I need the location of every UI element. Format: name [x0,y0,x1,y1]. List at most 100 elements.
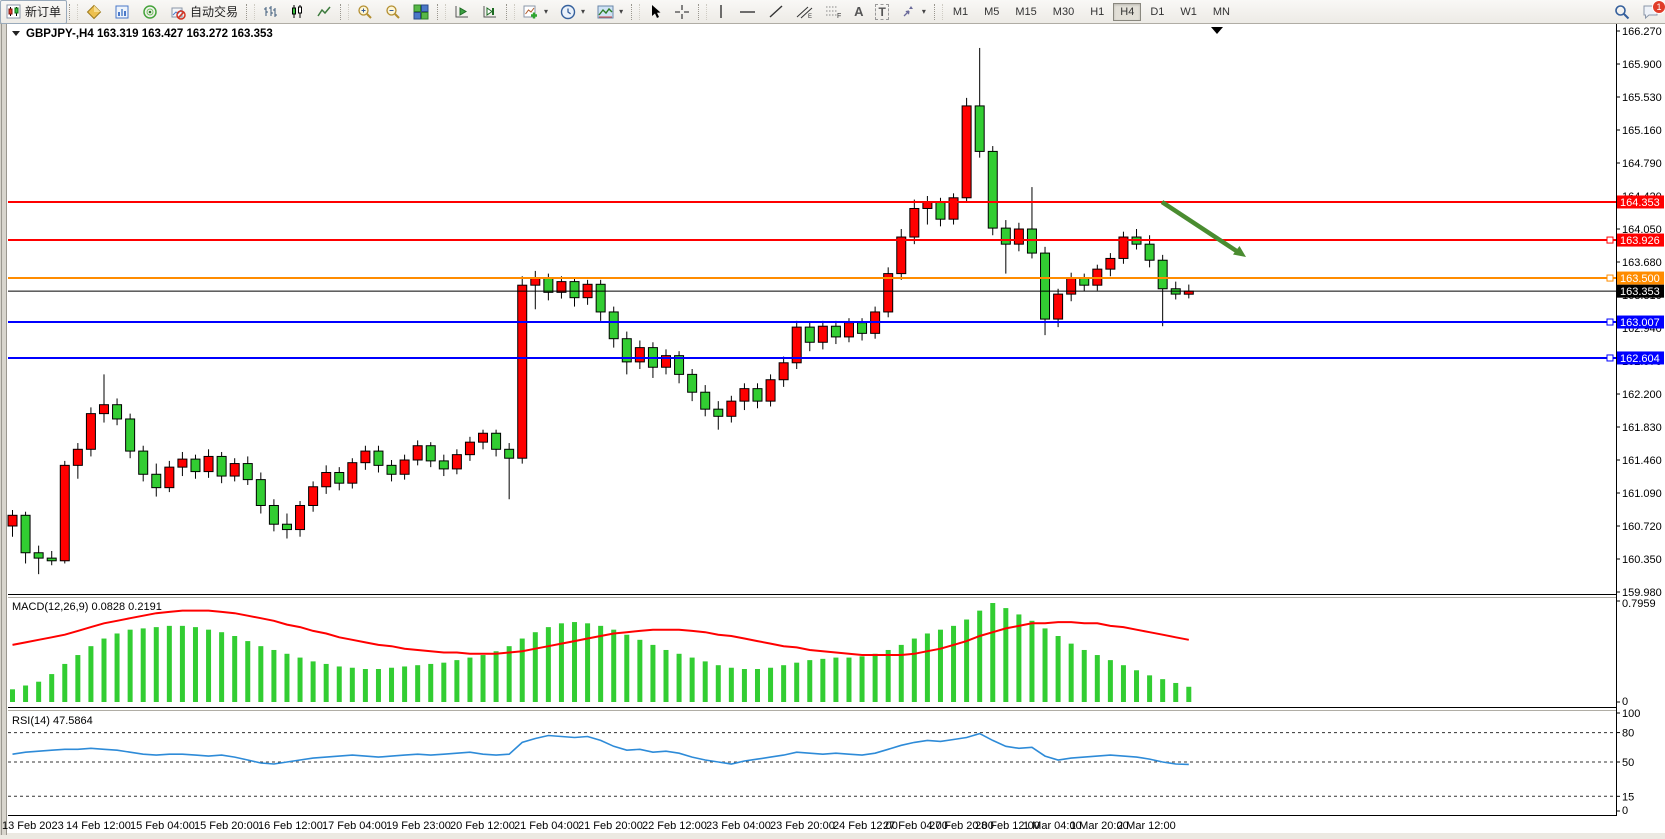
macd-histogram-bar [36,681,42,702]
hline-handle[interactable] [1606,236,1614,244]
bull-candle [791,326,802,364]
channel-tool[interactable]: E [790,0,819,24]
timeframe-H4[interactable]: H4 [1113,2,1142,21]
time-axis-label: 22 Feb 12:00 [642,820,707,832]
bear-candle [804,326,815,343]
rsi-line [12,732,1189,766]
macd-label: MACD(12,26,9) 0.0828 0.2191 [12,601,162,613]
price-line-label: 162.604 [1620,353,1660,365]
macd-histogram-bar [375,669,381,702]
fibonacci-icon: F [826,6,841,19]
price-line-label-box [1617,351,1664,365]
signal-button[interactable] [136,0,164,24]
timeframe-M30[interactable]: M30 [1052,5,1075,18]
line-chart-mode-button[interactable] [311,0,338,24]
bear-candle [700,391,711,410]
toolbar-grip [340,3,350,20]
bull-candle [203,455,214,473]
new-order-button[interactable]: 新订单 [0,0,68,24]
horizontal-line-tool[interactable] [733,0,762,24]
template-dropdown[interactable]: ▾ [591,0,629,24]
macd-histogram-bar [585,623,591,702]
macd-histogram-bar [493,651,499,702]
step-forward-button[interactable] [476,0,504,24]
time-axis-label: 23 Feb 20:00 [770,820,835,832]
bar-chart-mode-button[interactable] [257,0,284,24]
search-icon[interactable] [1614,4,1630,20]
toolbar-grip [246,3,256,20]
horizontal-line-icon [740,10,756,13]
macd-histogram-bar [1147,675,1153,702]
cursor-tool-button[interactable] [642,0,668,24]
timeframe-W1[interactable]: W1 [1180,5,1197,18]
bull-candle [883,273,894,313]
label-tool[interactable]: T [869,0,894,24]
macd-histogram-bar [676,653,682,702]
trend-arrow[interactable] [1160,200,1240,254]
timeframe-M1[interactable]: M1 [952,5,969,18]
macd-histogram-bar [977,610,983,702]
period-dropdown[interactable]: ▾ [554,0,591,24]
chart-collapse-arrow-icon[interactable] [12,31,20,36]
macd-histogram-bar [650,644,656,702]
dropdown-arrow-icon: ▾ [921,7,926,16]
toolbar-grip [506,3,516,20]
indicator-window-button[interactable] [448,0,476,24]
gold-diamond-icon [86,4,102,19]
macd-histogram-bar [663,649,669,702]
macd-histogram-bar [62,663,68,702]
fibonacci-tool[interactable]: F [819,0,848,24]
macd-histogram-bar [258,646,264,702]
hline-handle[interactable] [1606,354,1614,362]
shapes-dropdown[interactable]: ▾ [895,0,932,24]
autotrade-button[interactable]: 自动交易 [164,0,244,24]
candles-layer [7,47,1194,575]
bear-candle [687,373,698,393]
time-axis-label: 2 Mar 12:00 [1117,820,1176,832]
timeframe-M15[interactable]: M15 [1015,5,1037,18]
chat-button[interactable]: 1 [1642,0,1665,20]
bull-candle [1105,257,1116,270]
macd-histogram-bar [415,665,421,702]
timeframe-MN[interactable]: MN [1212,5,1230,18]
bull-candle [295,504,306,531]
trend-arrow-head[interactable] [1233,246,1246,257]
macd-histogram-bar [545,627,551,702]
timeframe-M5[interactable]: M5 [984,5,1000,18]
add-indicator-dropdown[interactable]: ▾ [517,0,554,24]
price-line-label-box [1617,195,1664,209]
market-watch-button[interactable] [80,0,108,24]
text-tool[interactable]: A [848,0,869,24]
crosshair-tool-button[interactable] [668,0,696,24]
macd-histogram-bar [506,646,512,702]
bear-candle [20,514,31,554]
time-axis-label: 28 Feb 12:00 [975,820,1040,832]
bear-candle [242,463,253,481]
macd-histogram-bar [297,657,303,702]
candle-chart-mode-button[interactable] [284,0,311,24]
zoom-out-button[interactable] [379,0,407,24]
timeframe-D1[interactable]: D1 [1150,5,1165,18]
zoom-in-button[interactable] [351,0,379,24]
bear-candle [621,338,632,363]
hline-handle[interactable] [1606,274,1614,282]
trendline-tool[interactable] [762,0,790,24]
time-axis-label: 1 Mar 20:00 [1070,820,1129,832]
macd-histogram-bar [153,627,159,702]
tile-windows-button[interactable] [407,0,435,24]
time-axis-label: 27 Feb 04:00 [883,820,948,832]
price-line-label: 163.500 [1620,273,1660,285]
macd-histogram-bar [872,653,878,702]
chart-shift-marker[interactable] [1211,27,1223,34]
macd-histogram-bar [454,660,460,702]
bear-candle [713,408,724,417]
vertical-line-tool[interactable] [709,0,733,24]
timeframe-H1[interactable]: H1 [1090,5,1105,18]
macd-histogram-bar [951,625,957,702]
data-window-button[interactable] [108,0,136,24]
hline-handle[interactable] [1606,318,1614,326]
macd-histogram-bar [323,663,329,702]
bear-candle [1157,259,1168,290]
bear-candle [974,105,985,152]
